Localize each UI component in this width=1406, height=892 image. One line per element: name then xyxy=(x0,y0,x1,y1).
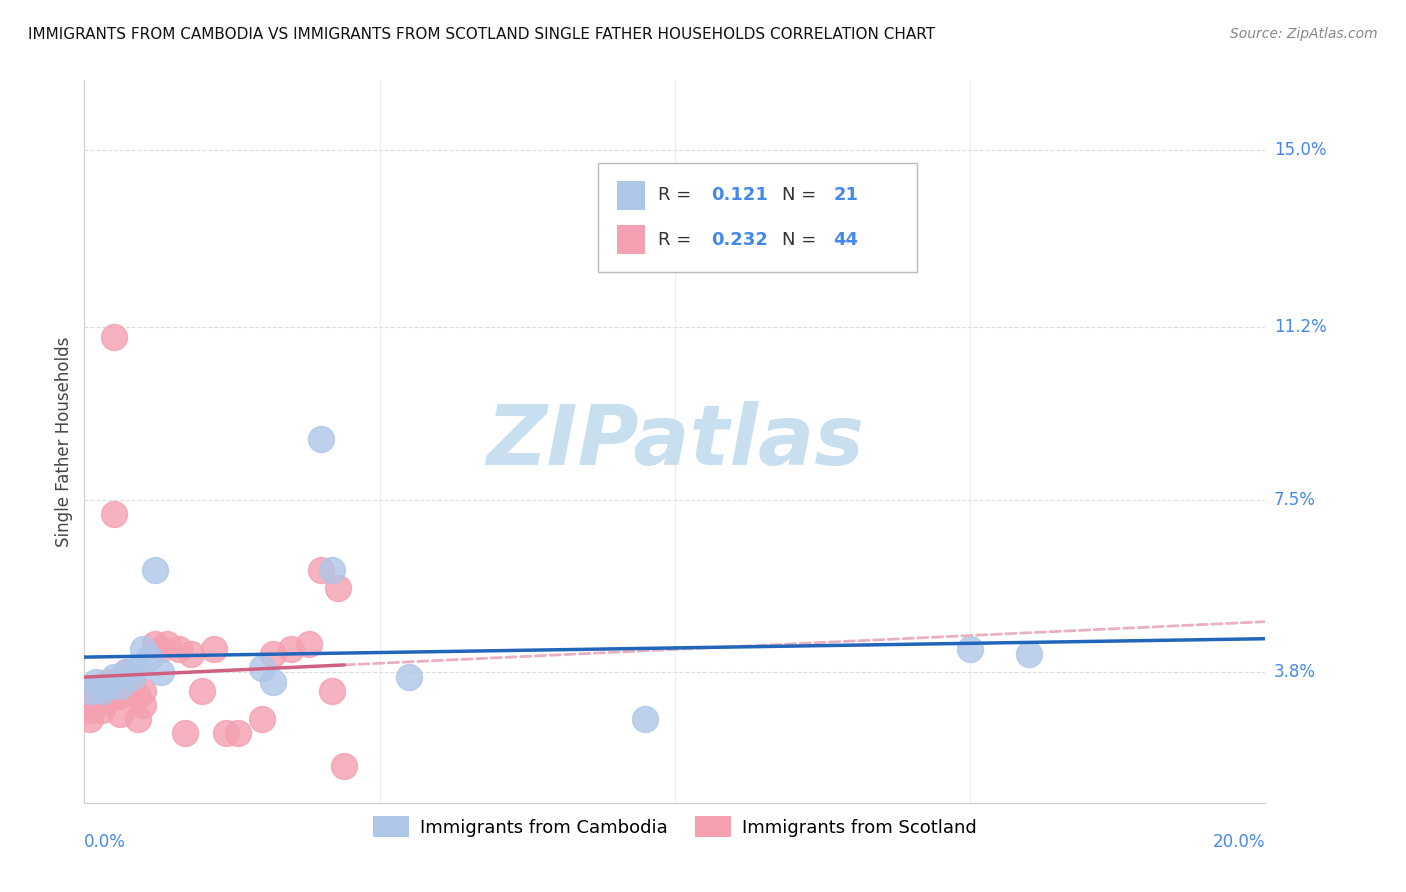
Legend: Immigrants from Cambodia, Immigrants from Scotland: Immigrants from Cambodia, Immigrants fro… xyxy=(366,809,984,845)
Text: 0.232: 0.232 xyxy=(711,231,768,249)
Point xyxy=(97,679,120,693)
Point xyxy=(79,693,101,707)
Text: 11.2%: 11.2% xyxy=(1274,318,1326,336)
Point xyxy=(321,684,343,698)
Point xyxy=(250,660,273,674)
Point xyxy=(127,689,149,703)
Point xyxy=(84,684,107,698)
FancyBboxPatch shape xyxy=(617,181,645,210)
Point xyxy=(103,507,125,521)
Point xyxy=(262,647,284,661)
Text: 0.121: 0.121 xyxy=(711,186,768,204)
Point xyxy=(173,726,195,740)
Point xyxy=(97,684,120,698)
Point xyxy=(108,689,131,703)
Point xyxy=(91,702,114,716)
Point xyxy=(121,670,143,684)
Point xyxy=(250,712,273,726)
Text: ZIPatlas: ZIPatlas xyxy=(486,401,863,482)
Point xyxy=(84,689,107,703)
Point xyxy=(121,670,143,684)
Point xyxy=(114,674,136,689)
Point xyxy=(150,665,173,680)
Text: IMMIGRANTS FROM CAMBODIA VS IMMIGRANTS FROM SCOTLAND SINGLE FATHER HOUSEHOLDS CO: IMMIGRANTS FROM CAMBODIA VS IMMIGRANTS F… xyxy=(28,27,935,42)
Point xyxy=(634,712,657,726)
Point xyxy=(127,660,149,674)
Text: R =: R = xyxy=(658,231,697,249)
Point xyxy=(97,693,120,707)
Point xyxy=(79,702,101,716)
Point xyxy=(108,679,131,693)
Point xyxy=(143,637,166,651)
Point xyxy=(226,726,249,740)
Text: 15.0%: 15.0% xyxy=(1274,141,1326,159)
FancyBboxPatch shape xyxy=(617,226,645,254)
Point xyxy=(167,642,190,657)
Point xyxy=(262,674,284,689)
Point xyxy=(91,693,114,707)
Point xyxy=(156,637,179,651)
Point xyxy=(97,674,120,689)
Point xyxy=(91,679,114,693)
FancyBboxPatch shape xyxy=(598,163,917,272)
Point xyxy=(108,679,131,693)
Point xyxy=(309,563,332,577)
Point xyxy=(132,684,155,698)
Point xyxy=(103,689,125,703)
Point xyxy=(143,563,166,577)
Point xyxy=(1018,647,1040,661)
Text: 7.5%: 7.5% xyxy=(1274,491,1316,508)
Text: 20.0%: 20.0% xyxy=(1213,833,1265,851)
Point xyxy=(959,642,981,657)
Point xyxy=(398,670,420,684)
Point xyxy=(132,698,155,712)
Point xyxy=(84,698,107,712)
Text: N =: N = xyxy=(782,231,823,249)
Y-axis label: Single Father Households: Single Father Households xyxy=(55,336,73,547)
Point xyxy=(180,647,202,661)
Text: 3.8%: 3.8% xyxy=(1274,664,1316,681)
Text: 0.0%: 0.0% xyxy=(84,833,127,851)
Point xyxy=(127,712,149,726)
Text: 44: 44 xyxy=(834,231,858,249)
Point xyxy=(79,684,101,698)
Point xyxy=(321,563,343,577)
Point xyxy=(309,432,332,446)
Point xyxy=(298,637,321,651)
Point xyxy=(108,707,131,722)
Text: 21: 21 xyxy=(834,186,858,204)
Text: N =: N = xyxy=(782,186,823,204)
Point xyxy=(328,582,350,596)
Point xyxy=(114,665,136,680)
Point xyxy=(191,684,214,698)
Point xyxy=(121,684,143,698)
Point xyxy=(84,674,107,689)
Point xyxy=(79,712,101,726)
Point xyxy=(138,651,160,665)
Point xyxy=(114,665,136,680)
Point xyxy=(103,670,125,684)
Point xyxy=(91,684,114,698)
Point xyxy=(103,329,125,343)
Point xyxy=(280,642,302,657)
Point xyxy=(202,642,225,657)
Point xyxy=(215,726,238,740)
Point xyxy=(150,642,173,657)
Text: Source: ZipAtlas.com: Source: ZipAtlas.com xyxy=(1230,27,1378,41)
Point xyxy=(132,642,155,657)
Point xyxy=(333,758,356,772)
Text: R =: R = xyxy=(658,186,697,204)
